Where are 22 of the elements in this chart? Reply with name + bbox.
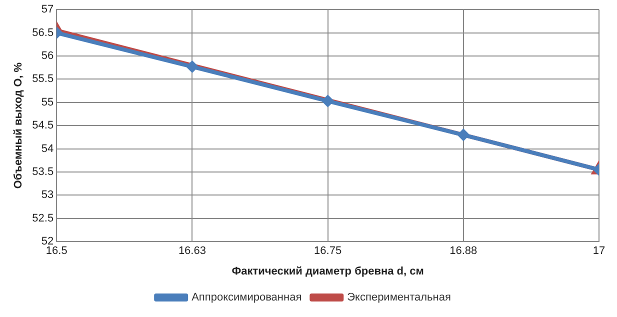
x-tick-label: 16.63 — [178, 245, 206, 258]
y-tick-label: 54.5 — [32, 120, 54, 132]
x-tick-label: 17 — [592, 245, 606, 258]
y-tick-label: 57 — [41, 4, 54, 16]
legend-label: Экспериментальная — [347, 292, 451, 304]
y-tick-label: 52.5 — [32, 212, 54, 224]
y-axis-title: Объемный выход О, % — [12, 62, 25, 189]
x-tick-label: 16.75 — [314, 245, 342, 258]
point — [186, 61, 198, 72]
y-tick-label: 56.5 — [32, 26, 54, 39]
y-tick-label: 54 — [41, 142, 54, 155]
y-tick-label: 55.5 — [32, 73, 54, 86]
y-tick-label: 55 — [41, 96, 54, 108]
y-tick-label: 53.5 — [32, 166, 54, 178]
point — [322, 96, 334, 107]
x-tick-label: 16.88 — [450, 245, 478, 258]
legend-label: Аппроксимированная — [192, 292, 302, 304]
x-axis-title: Фактический диаметр бревна d, см — [232, 265, 424, 278]
point — [458, 129, 469, 140]
y-tick-label: 56 — [41, 50, 54, 62]
y-tick-label: 53 — [41, 189, 54, 202]
x-tick-label: 16.5 — [46, 245, 68, 258]
